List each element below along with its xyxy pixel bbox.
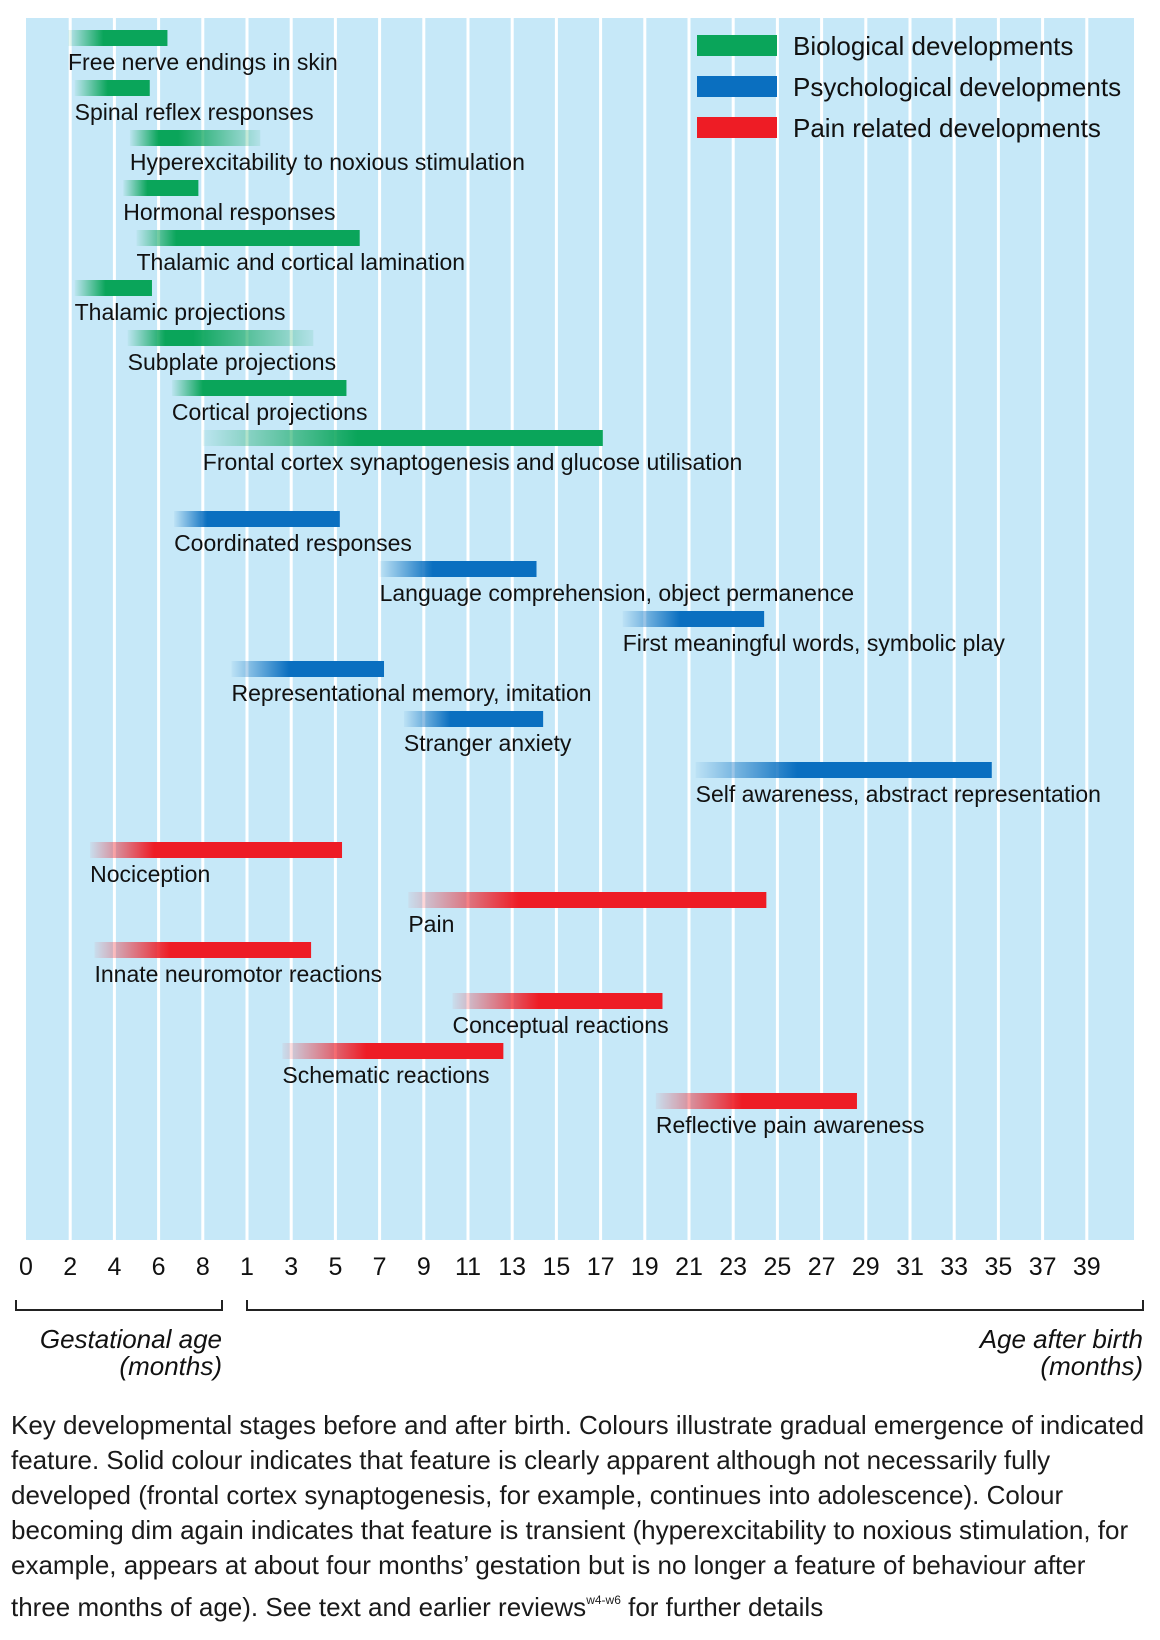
bar-psy <box>622 611 765 627</box>
x-tick-label: 33 <box>940 1253 968 1281</box>
x-tick-label: 0 <box>19 1253 33 1281</box>
bar-label: Reflective pain awareness <box>656 1112 924 1138</box>
bar-bio <box>136 230 360 246</box>
legend: Biological developments Psychological dev… <box>697 31 1121 143</box>
x-tick-label: 25 <box>763 1253 791 1281</box>
x-tick-label: 29 <box>852 1253 880 1281</box>
x-axis: 0 2 4 6 8 1 3 5 7 9 11 13 15 17 19 21 23 25 27 29 31 33 35 37 39… <box>15 1253 1144 1381</box>
x-tick-label: 4 <box>107 1253 121 1281</box>
x-tick-label: 1 <box>240 1253 254 1281</box>
bar-bio <box>129 130 261 146</box>
caption-text: Key developmental stages before and afte… <box>11 1410 1145 1622</box>
gridlines <box>68 18 1089 1240</box>
x-tick-label: 8 <box>196 1253 210 1281</box>
bar-label: Pain <box>408 911 454 937</box>
axis-group-bracket <box>15 1300 223 1311</box>
bar-label: Hyperexcitability to noxious stimulation <box>130 149 525 175</box>
bar-bio <box>202 430 603 446</box>
bar-label: Subplate projections <box>128 349 336 375</box>
bar-bio <box>67 30 168 46</box>
bar-label: Innate neuromotor reactions <box>95 961 383 987</box>
x-tick-label: 31 <box>896 1253 924 1281</box>
bar-bio <box>171 380 347 396</box>
bar-bio <box>74 80 150 96</box>
x-tick-label: 23 <box>719 1253 747 1281</box>
x-tick-label: 11 <box>455 1253 481 1281</box>
x-tick-label: 9 <box>417 1253 431 1281</box>
x-tick-label: 21 <box>675 1253 703 1281</box>
bar-label: Coordinated responses <box>174 530 412 556</box>
legend-swatch-bio <box>697 35 777 56</box>
bar-pain <box>94 942 312 958</box>
bar-label: Hormonal responses <box>123 199 335 225</box>
bar-label: First meaningful words, symbolic play <box>623 630 1006 656</box>
x-tick-label: 2 <box>63 1253 77 1281</box>
bar-label: Thalamic projections <box>75 299 286 325</box>
bar-label: Frontal cortex synaptogenesis and glucos… <box>203 449 743 475</box>
x-tick-label: 13 <box>498 1253 526 1281</box>
axis-group-label-units: (months) <box>1040 1351 1143 1381</box>
x-tick-label: 17 <box>587 1253 615 1281</box>
bar-label: Cortical projections <box>172 399 368 425</box>
legend-swatch-pain <box>697 117 777 138</box>
x-tick-label: 35 <box>984 1253 1012 1281</box>
development-timeline-chart: Biological developments Psychological dev… <box>15 18 1144 1381</box>
bar-pain <box>90 842 343 858</box>
bar-label: Free nerve endings in skin <box>68 49 338 75</box>
bars: Free nerve endings in skin Spinal reflex … <box>67 30 1101 1138</box>
x-tick-label: 3 <box>284 1253 298 1281</box>
bar-bio <box>123 180 199 196</box>
bar-psy <box>231 661 385 677</box>
x-tick-label: 5 <box>328 1253 342 1281</box>
caption-superscript: w4-w6 <box>586 1593 621 1607</box>
bar-label: Stranger anxiety <box>404 730 572 756</box>
x-tick-label: 39 <box>1073 1253 1101 1281</box>
bar-psy <box>174 511 340 527</box>
axis-group-label: Gestational age <box>40 1324 222 1354</box>
caption-tail: for further details <box>620 1592 824 1622</box>
x-tick-label: 15 <box>542 1253 570 1281</box>
bar-psy <box>379 561 537 577</box>
x-tick-label: 19 <box>631 1253 659 1281</box>
x-tick-label: 27 <box>808 1253 836 1281</box>
bar-bio <box>127 330 314 346</box>
bar-label: Representational memory, imitation <box>232 680 592 706</box>
x-tick-label: 6 <box>152 1253 166 1281</box>
bar-pain <box>655 1093 857 1109</box>
legend-swatch-psy <box>697 76 777 97</box>
bar-label: Spinal reflex responses <box>75 99 314 125</box>
bar-label: Conceptual reactions <box>453 1012 669 1038</box>
legend-label-psy: Psychological developments <box>793 72 1121 102</box>
legend-label-bio: Biological developments <box>793 31 1073 61</box>
axis-group-label-units: (months) <box>119 1351 222 1381</box>
x-tick-label: 7 <box>373 1253 387 1281</box>
bar-label: Language comprehension, object permanenc… <box>380 580 854 606</box>
bar-pain <box>408 892 767 908</box>
figure-caption: Key developmental stages before and afte… <box>11 1408 1151 1625</box>
bar-label: Thalamic and cortical lamination <box>137 249 466 275</box>
bar-bio <box>74 280 152 296</box>
legend-label-pain: Pain related developments <box>793 113 1101 143</box>
bar-label: Nociception <box>90 861 210 887</box>
bar-pain <box>452 993 663 1009</box>
x-tick-label: 37 <box>1029 1253 1057 1281</box>
bar-psy <box>695 762 992 778</box>
bar-label: Schematic reactions <box>282 1062 489 1088</box>
bar-pain <box>282 1043 504 1059</box>
plot-background <box>26 18 1134 1240</box>
bar-label: Self awareness, abstract representation <box>696 781 1101 807</box>
axis-group-label: Age after birth <box>978 1324 1143 1354</box>
bar-psy <box>403 711 544 727</box>
axis-group-bracket <box>246 1300 1144 1311</box>
